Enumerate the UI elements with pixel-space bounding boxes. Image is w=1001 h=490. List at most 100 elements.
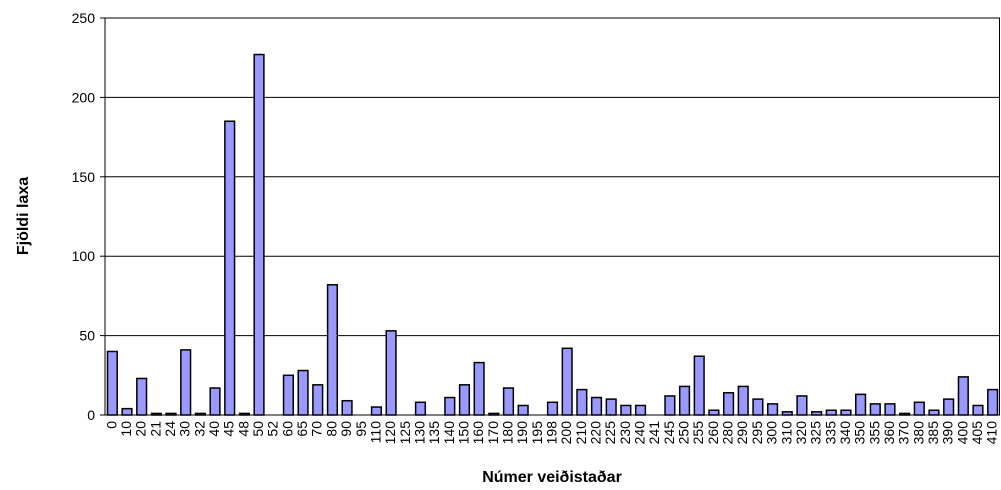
bar <box>943 398 955 416</box>
x-tick-label: 280 <box>720 421 736 445</box>
x-tick-label: 210 <box>573 421 589 445</box>
x-tick-label: 325 <box>808 421 824 445</box>
x-tick-label: 220 <box>588 421 604 445</box>
x-tick-label: 250 <box>676 421 692 445</box>
bar <box>224 120 236 416</box>
y-tick-label: 200 <box>72 89 96 105</box>
x-tick-label: 110 <box>367 421 383 444</box>
x-tick-label: 20 <box>133 421 149 437</box>
x-tick-label: 390 <box>940 421 956 445</box>
x-tick-label: 150 <box>455 421 471 445</box>
x-tick-label: 120 <box>382 421 398 445</box>
y-tick-label: 0 <box>87 407 95 423</box>
x-tick-label: 40 <box>206 421 222 437</box>
bar <box>106 350 118 416</box>
x-tick-label: 335 <box>822 421 838 445</box>
bar <box>928 409 940 416</box>
y-axis-label: Fjöldi laxa <box>15 177 32 255</box>
x-tick-label: 95 <box>353 421 369 437</box>
bar <box>444 396 456 416</box>
bar <box>473 361 485 416</box>
x-tick-label: 200 <box>558 421 574 445</box>
bar <box>737 385 749 416</box>
bar <box>972 404 984 416</box>
bar <box>576 388 588 416</box>
x-tick-label: 125 <box>397 421 413 445</box>
x-tick-label: 340 <box>837 421 853 445</box>
bar <box>136 377 148 416</box>
x-tick-label: 45 <box>221 421 237 437</box>
bar <box>209 387 221 416</box>
x-tick-label: 0 <box>103 421 119 429</box>
x-tick-label: 230 <box>617 421 633 445</box>
bar <box>282 374 294 416</box>
x-tick-label: 241 <box>646 421 662 445</box>
x-tick-label: 170 <box>485 421 501 445</box>
x-tick-label: 355 <box>866 421 882 445</box>
bar <box>180 349 192 416</box>
bar <box>385 330 397 416</box>
x-tick-label: 50 <box>250 421 266 437</box>
x-tick-label: 10 <box>118 421 134 437</box>
x-tick-label: 70 <box>309 421 325 437</box>
x-tick-label: 195 <box>529 421 545 445</box>
bar <box>605 398 617 416</box>
x-tick-label: 32 <box>191 421 207 437</box>
bar <box>722 392 735 416</box>
x-tick-label: 24 <box>162 421 178 437</box>
bar <box>502 387 515 416</box>
bar <box>957 376 969 416</box>
bar <box>312 384 324 416</box>
bar <box>855 393 867 416</box>
x-tick-label: 80 <box>323 421 339 437</box>
bar <box>458 384 471 416</box>
y-tick-label: 100 <box>72 248 96 264</box>
bar <box>664 395 676 416</box>
x-tick-label: 320 <box>793 421 809 445</box>
bar <box>869 403 881 416</box>
x-axis-label: Númer veiðistaðar <box>482 469 622 486</box>
x-tick-label: 380 <box>910 421 926 445</box>
bar <box>840 409 852 416</box>
x-tick-label: 190 <box>514 421 530 445</box>
x-tick-label: 60 <box>279 421 295 437</box>
bar <box>590 396 603 416</box>
x-tick-label: 300 <box>764 421 780 445</box>
bar <box>414 401 427 416</box>
bar <box>561 347 573 416</box>
bar <box>620 404 632 416</box>
x-tick-label: 360 <box>881 421 897 445</box>
x-tick-label: 225 <box>602 421 618 445</box>
bar <box>678 385 691 416</box>
bar <box>517 404 529 416</box>
bar <box>121 407 133 416</box>
bar <box>825 409 837 416</box>
x-tick-label: 130 <box>411 421 427 445</box>
bar <box>987 388 999 416</box>
bar <box>341 399 353 416</box>
y-tick-label: 50 <box>79 328 95 344</box>
x-tick-label: 198 <box>544 421 560 445</box>
bar <box>253 53 265 416</box>
x-tick-label: 180 <box>499 421 515 445</box>
bar <box>884 403 896 416</box>
bar <box>766 403 779 416</box>
bar <box>693 355 705 416</box>
x-tick-label: 405 <box>969 421 985 445</box>
bar <box>297 369 309 416</box>
bar <box>326 284 339 416</box>
x-tick-label: 52 <box>265 421 281 437</box>
bar <box>370 406 383 416</box>
x-tick-label: 240 <box>632 421 648 445</box>
x-tick-label: 350 <box>852 421 868 445</box>
x-tick-label: 135 <box>426 421 442 445</box>
x-tick-label: 310 <box>778 421 794 445</box>
bar <box>634 404 647 416</box>
x-tick-label: 65 <box>294 421 310 437</box>
y-tick-label: 250 <box>72 10 96 26</box>
bar <box>708 409 720 416</box>
x-tick-label: 400 <box>954 421 970 445</box>
x-tick-label: 370 <box>896 421 912 445</box>
x-tick-label: 21 <box>147 421 163 437</box>
